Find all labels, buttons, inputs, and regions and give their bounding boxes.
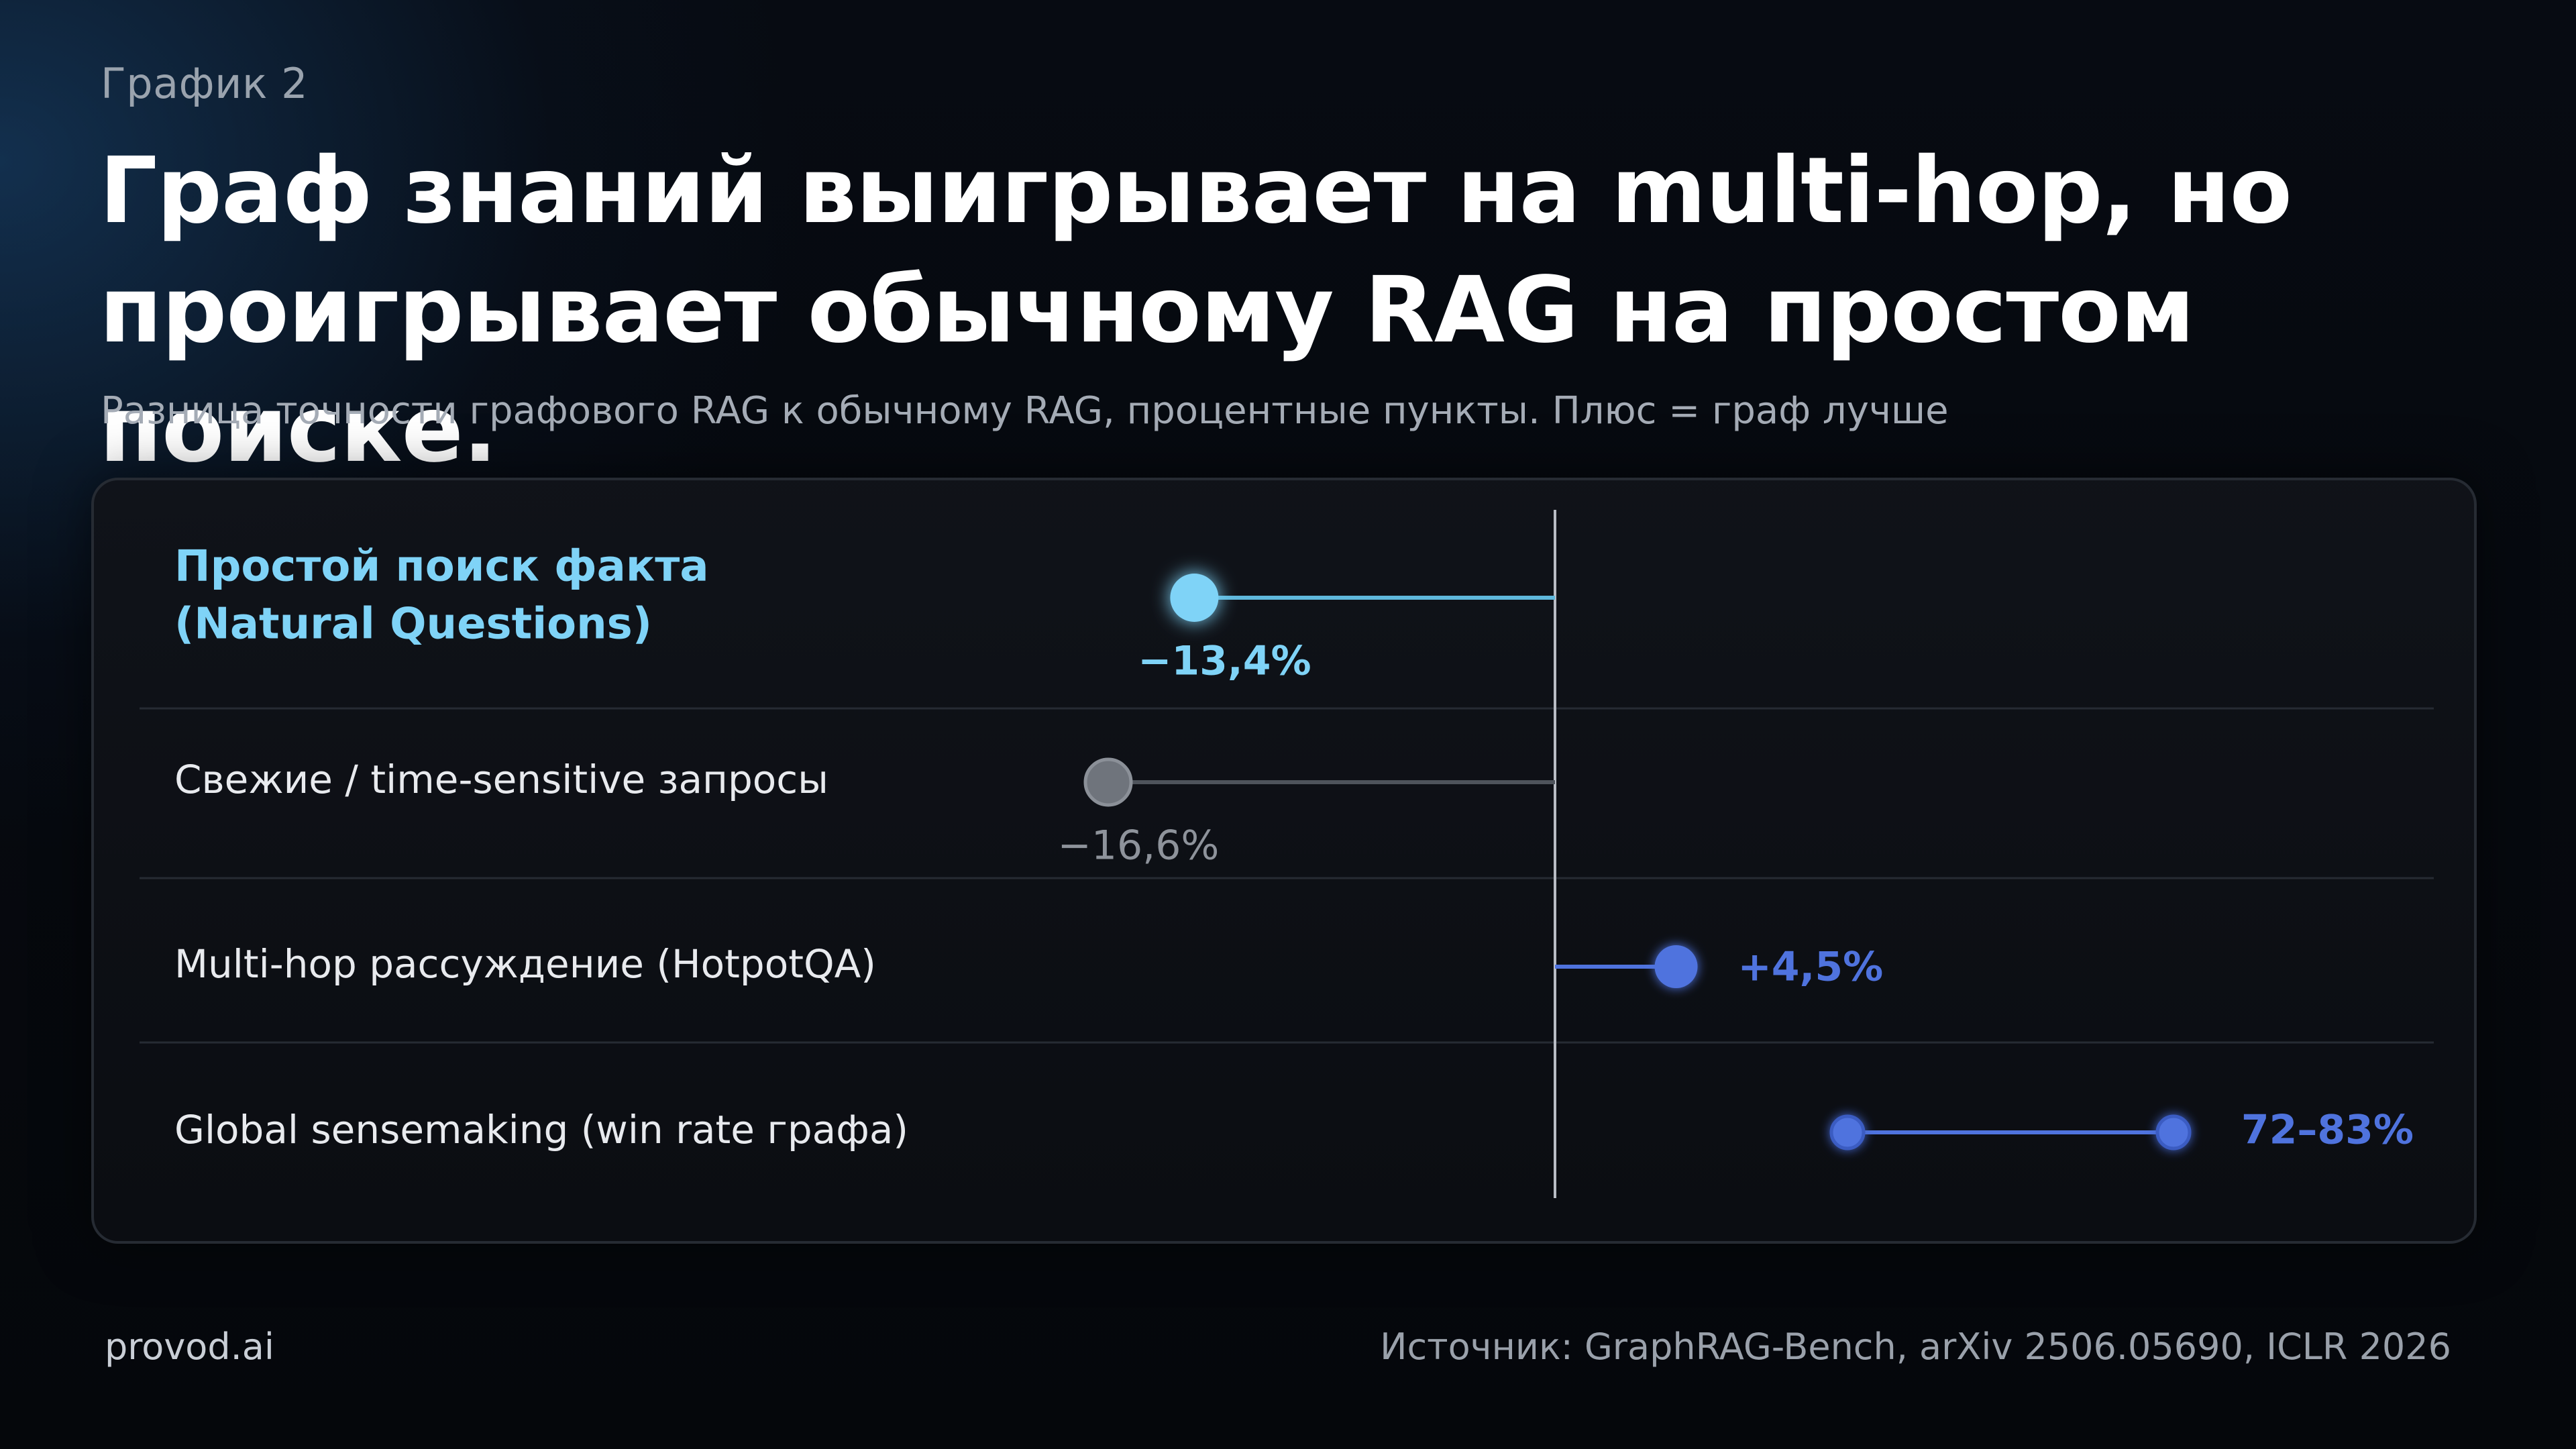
chart-title-line-2: проигрывает обычному RAG на простом поис… xyxy=(99,258,2195,483)
chart-title: Граф знаний выигрывает на multi-hop, но … xyxy=(99,131,2447,490)
row-label: (Natural Questions) xyxy=(174,600,652,649)
row-label: Свежие / time-sensitive запросы xyxy=(174,757,828,802)
data-point xyxy=(1083,757,1133,807)
row-label: Multi-hop рассуждение (HotpotQA) xyxy=(174,941,876,987)
chart-title-line-1: Граф знаний выигрывает на multi-hop, но xyxy=(99,138,2292,244)
data-label: +4,5% xyxy=(1738,944,1884,991)
chart-subtitle: Разница точности графового RAG к обычном… xyxy=(101,389,1949,433)
chart-number-label: График 2 xyxy=(101,59,309,108)
dot-chart: Простой поиск факта (Natural Questions) −1… xyxy=(140,510,2434,1198)
range-start-point xyxy=(1829,1114,1866,1150)
data-point xyxy=(1654,945,1698,988)
range-value-label: 72–83% xyxy=(2241,1107,2414,1154)
source-note: Источник: GraphRAG-Bench, arXiv 2506.056… xyxy=(1380,1326,2451,1368)
brand-logo-text: provod.ai xyxy=(105,1326,274,1368)
range-end-point xyxy=(2155,1114,2192,1150)
chart-panel: Простой поиск факта (Natural Questions) −1… xyxy=(91,478,2477,1244)
row-label: Простой поиск факта xyxy=(174,542,709,592)
data-label: −13,4% xyxy=(1138,638,1311,685)
data-point xyxy=(1170,574,1219,622)
row-label: Global sensemaking (win rate графа) xyxy=(174,1107,908,1152)
data-label: −16,6% xyxy=(1058,822,1220,869)
